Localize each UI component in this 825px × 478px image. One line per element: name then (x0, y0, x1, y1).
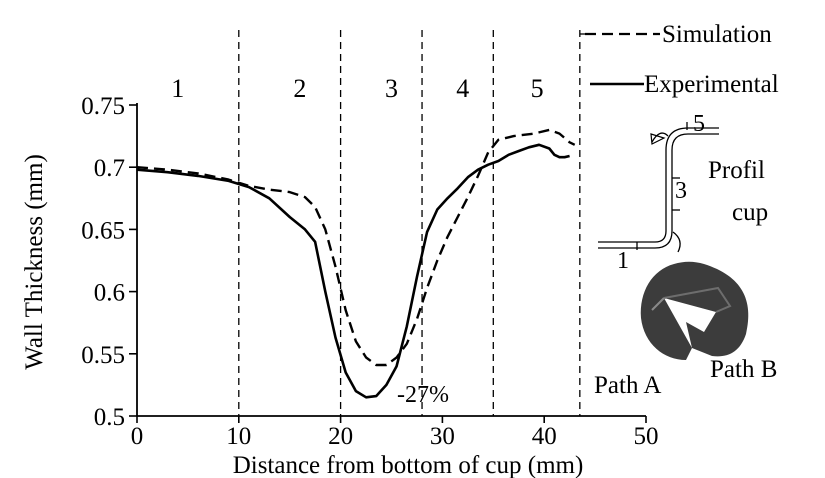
cup-corner-marker-top (650, 133, 666, 145)
zone-label-2: 2 (293, 74, 306, 103)
x-tick-label-4: 40 (532, 423, 557, 450)
cup-photo-cutout (664, 298, 716, 348)
y-tick-label-5: 0.75 (81, 93, 125, 120)
cup-profile-outer (598, 133, 719, 249)
cup-corner-arc-bottom (672, 231, 681, 253)
y-tick-label-0: 0.5 (94, 404, 125, 431)
cup-profile-inner (598, 127, 719, 243)
cup-corner-arc-top (651, 132, 669, 143)
x-tick-label-5: 50 (634, 423, 659, 450)
series-experimental-line (136, 143, 570, 399)
path-a-label: Path A (594, 372, 661, 399)
cup-photo-inner-edge (663, 286, 732, 313)
x-tick-label-1: 10 (226, 423, 251, 450)
series-simulation-line (136, 128, 576, 367)
zone-label-5: 5 (531, 74, 544, 103)
cup-photo-rim (651, 297, 665, 311)
profile-label-3: 3 (675, 178, 687, 204)
profil-cup-title-line1: Profil (708, 157, 765, 184)
y-axis-title: Wall Thickness (mm) (21, 154, 48, 370)
y-tick-label-4: 0.7 (94, 155, 125, 182)
legend-experimental-label: Experimental (644, 71, 779, 98)
profile-label-1: 1 (617, 248, 629, 274)
profile-label-5: 5 (693, 111, 705, 137)
y-tick-label-1: 0.55 (81, 342, 125, 369)
annotation-minus-27-percent: -27% (397, 382, 449, 408)
y-tick-label-2: 0.6 (94, 280, 125, 307)
cup-photo (640, 261, 749, 360)
path-b-label: Path B (710, 356, 777, 383)
x-tick-label-3: 30 (430, 423, 455, 450)
legend-simulation-label: Simulation (662, 21, 772, 48)
x-tick-label-0: 0 (131, 423, 144, 450)
profil-cup-title-line2: cup (732, 199, 768, 226)
profile-inset: 5 3 1 Profil cup Path A Path B (594, 111, 777, 399)
zone-label-1: 1 (171, 74, 184, 103)
zone-label-3: 3 (385, 74, 398, 103)
zone-label-4: 4 (456, 74, 469, 103)
x-tick-label-2: 20 (328, 423, 353, 450)
y-tick-label-3: 0.65 (81, 217, 125, 244)
plot-area: 1 2 3 4 5 0.5 0.55 0.6 0.65 0.7 0.75 0 10 20 30 40 50 (81, 30, 659, 450)
x-axis-title: Distance from bottom of cup (mm) (233, 452, 584, 478)
legend: Simulation Experimental (585, 21, 779, 98)
